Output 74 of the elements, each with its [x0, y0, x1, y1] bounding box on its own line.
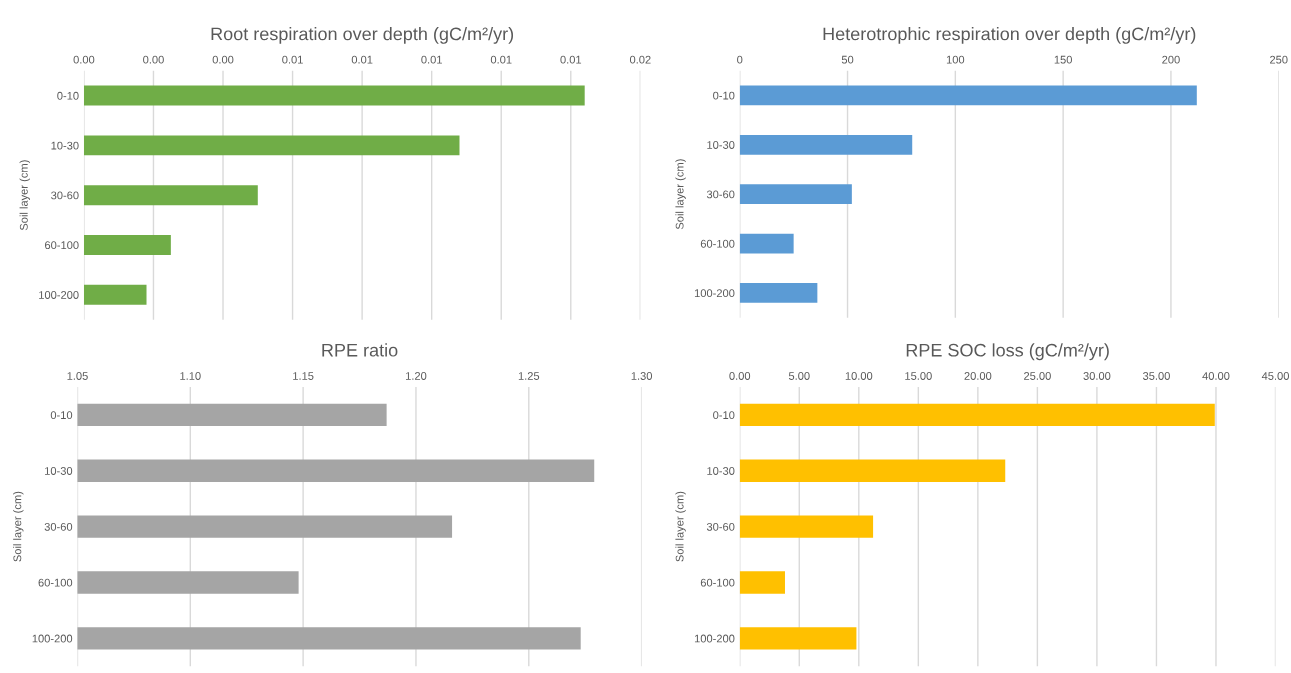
x-tick-label: 30.00: [1083, 372, 1111, 380]
x-tick-label: 0.00: [73, 55, 95, 64]
bar: [83, 185, 258, 206]
x-tick-label: 0.00: [212, 55, 234, 64]
x-tick-label: 35.00: [1142, 372, 1170, 380]
bar: [83, 135, 460, 156]
y-tick-label: 100-200: [39, 291, 79, 299]
x-tick-label: 1.20: [406, 372, 427, 380]
x-tick-label: 200: [1162, 55, 1180, 64]
x-tick-label: 10.00: [845, 372, 873, 380]
chart-title: Root respiration over depth (gC/m²/yr): [211, 27, 514, 44]
bar: [739, 85, 1197, 106]
x-tick-label: 25.00: [1024, 372, 1051, 380]
x-tick-label: 1.05: [67, 372, 88, 380]
x-tick-label: 15.00: [905, 372, 932, 380]
x-tick-label: 0: [737, 55, 743, 64]
bar: [739, 627, 857, 650]
chart-title: RPE ratio: [322, 343, 398, 357]
y-tick-label: 10-30: [51, 141, 79, 150]
x-tick-label: 0.01: [421, 55, 442, 64]
chart-title: RPE SOC loss (gC/m²/yr): [906, 343, 1109, 361]
y-tick-label: 0-10: [713, 91, 735, 100]
y-axis-title: Soil layer (cm): [675, 491, 686, 562]
chart-title: Heterotrophic respiration over depth (gC/m²/yr): [823, 27, 1196, 44]
y-tick-label: 100-200: [694, 289, 735, 298]
x-tick-label: 0.01: [282, 55, 303, 64]
bar: [83, 85, 585, 106]
x-tick-label: 1.15: [293, 372, 314, 380]
bar: [739, 515, 874, 538]
y-tick-label: 30-60: [706, 190, 735, 199]
bar: [739, 283, 818, 303]
x-tick-label: 20.00: [964, 372, 992, 380]
x-tick-label: 1.30: [631, 372, 653, 380]
x-tick-label: 40.00: [1202, 372, 1230, 380]
y-tick-label: 60-100: [38, 578, 73, 587]
x-tick-label: 0.01: [490, 55, 512, 64]
y-tick-label: 30-60: [51, 191, 79, 200]
y-tick-label: 10-30: [45, 467, 73, 475]
x-tick-label: 0.00: [143, 55, 164, 64]
bar: [739, 184, 852, 205]
x-tick-label: 0.01: [560, 55, 582, 64]
bar: [739, 403, 1215, 427]
bar: [739, 233, 794, 254]
y-axis-title: Soil layer (cm): [13, 491, 24, 562]
bar: [739, 134, 913, 155]
y-tick-label: 60-100: [45, 241, 79, 250]
x-tick-label: 250: [1270, 55, 1288, 64]
bar: [83, 284, 147, 305]
y-tick-label: 10-30: [707, 141, 735, 149]
x-tick-label: 45.00: [1261, 372, 1289, 380]
bar: [83, 235, 171, 255]
x-tick-label: 1.25: [518, 372, 540, 380]
x-tick-label: 100: [946, 55, 965, 64]
x-tick-label: 1.10: [180, 372, 201, 380]
bar: [739, 571, 785, 594]
y-tick-label: 0-10: [57, 91, 79, 100]
y-tick-label: 30-60: [44, 522, 73, 531]
y-tick-label: 60-100: [700, 578, 735, 587]
y-tick-label: 100-200: [694, 634, 735, 643]
x-tick-label: 0.01: [351, 55, 373, 64]
x-tick-label: 0.00: [729, 372, 751, 380]
y-tick-label: 0-10: [713, 411, 735, 420]
x-tick-label: 150: [1054, 55, 1072, 64]
y-tick-label: 100-200: [32, 634, 73, 643]
y-axis-title: Soil layer (cm): [675, 159, 686, 230]
y-tick-label: 10-30: [707, 467, 735, 475]
y-axis-title: Soil layer (cm): [19, 160, 30, 231]
y-tick-label: 60-100: [700, 239, 735, 248]
y-tick-label: 0-10: [50, 411, 73, 420]
x-tick-label: 0.02: [629, 55, 651, 64]
x-tick-label: 5.00: [788, 372, 810, 380]
x-tick-label: 50: [841, 55, 854, 64]
y-tick-label: 30-60: [706, 522, 735, 531]
bar: [739, 459, 1006, 482]
